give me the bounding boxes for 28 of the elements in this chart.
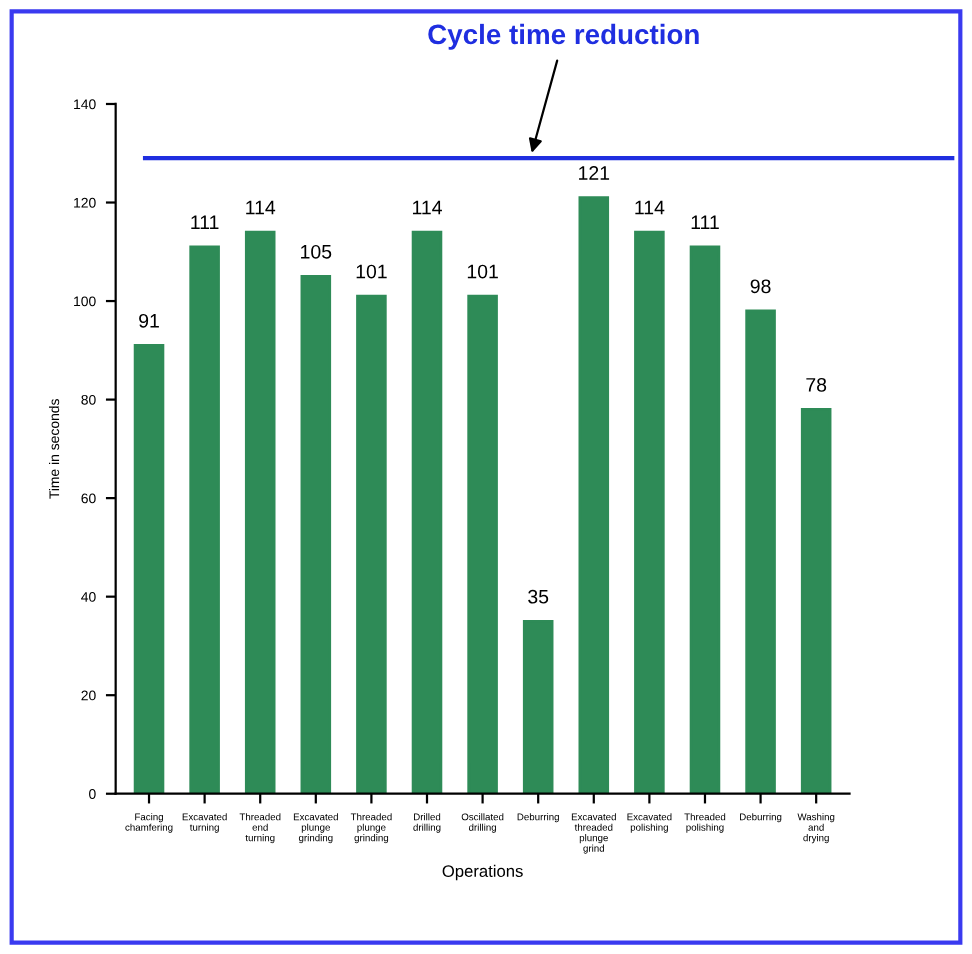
x-axis-title: Operations [442, 864, 523, 881]
data-label: 114 [635, 200, 665, 215]
data-label: 35 [528, 589, 549, 604]
data-label: 121 [579, 166, 610, 180]
data-label: 98 [750, 279, 771, 294]
data-label: 111 [191, 215, 219, 229]
ref-line-label: Cycle time reduction [428, 23, 699, 50]
data-label: 105 [301, 244, 332, 259]
bar [133, 344, 165, 794]
bar [356, 294, 387, 794]
bar [467, 294, 498, 794]
bar [689, 245, 721, 794]
bar [189, 245, 220, 794]
bar [745, 309, 776, 794]
data-label: 78 [806, 377, 827, 392]
bar [411, 230, 443, 794]
bar [800, 408, 832, 794]
bar [244, 230, 276, 794]
bar [300, 275, 332, 794]
bar [522, 619, 554, 794]
data-label: 111 [691, 215, 719, 229]
data-label: 101 [467, 264, 498, 279]
data-label: 114 [246, 200, 276, 215]
data-label: 101 [356, 264, 387, 279]
bar [634, 230, 665, 794]
bar [578, 196, 610, 794]
data-label: 91 [139, 313, 159, 328]
data-label: 114 [412, 200, 442, 215]
